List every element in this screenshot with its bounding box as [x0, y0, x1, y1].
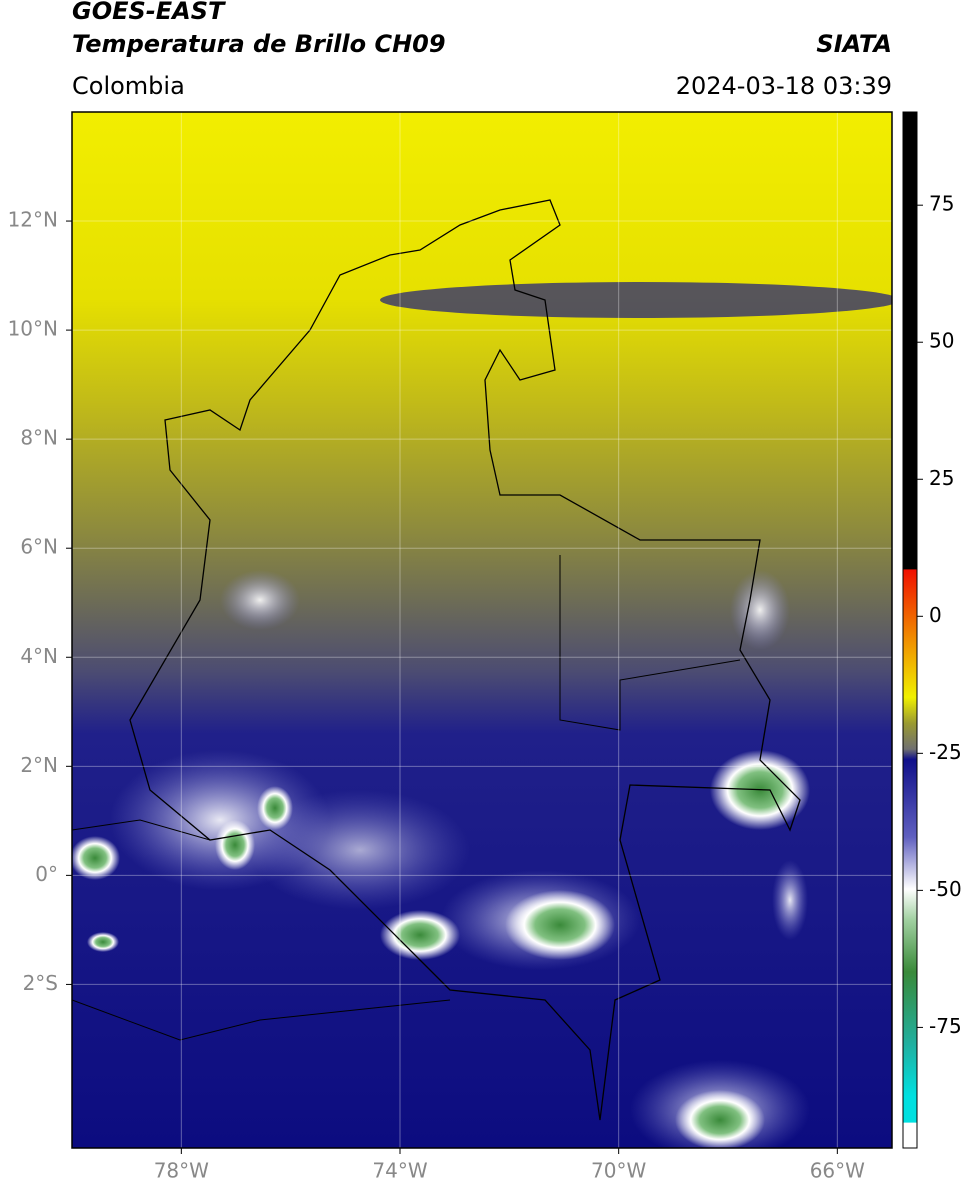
datetime: 2024-03-18 03:39	[676, 72, 892, 100]
y-tick-label: 10°N	[8, 317, 58, 341]
y-tick-label: 6°N	[20, 535, 58, 559]
colorbar-tick-label: 75	[929, 192, 954, 216]
y-tick-label: 4°N	[20, 644, 58, 668]
satellite-image	[72, 112, 892, 1148]
x-tick-label: 78°W	[154, 1159, 209, 1183]
x-tick-label: 74°W	[372, 1159, 427, 1183]
y-tick-label: 2°S	[23, 971, 58, 995]
colorbar-tick-label: -25	[929, 740, 962, 764]
y-tick-label: 2°N	[20, 753, 58, 777]
colorbar-tick-label: -50	[929, 877, 962, 901]
colorbar-tick-label: -75	[929, 1014, 962, 1038]
region: Colombia	[72, 72, 185, 100]
colorbar-tick-label: 50	[929, 329, 954, 353]
x-tick-label: 66°W	[810, 1159, 865, 1183]
colorbar-tick-label: 0	[929, 603, 942, 627]
x-tick-label: 70°W	[591, 1159, 646, 1183]
y-tick-label: 8°N	[20, 426, 58, 450]
colorbar-tick-label: 25	[929, 466, 954, 490]
grid	[72, 112, 892, 1148]
source: SIATA	[816, 30, 892, 58]
title: GOES-EAST	[72, 0, 226, 25]
colorbar	[902, 111, 918, 1149]
y-tick-label: 0°	[35, 862, 58, 886]
y-tick-label: 12°N	[8, 208, 58, 232]
subtitle: Temperatura de Brillo CH09	[72, 30, 446, 58]
map-frame	[71, 111, 893, 1149]
